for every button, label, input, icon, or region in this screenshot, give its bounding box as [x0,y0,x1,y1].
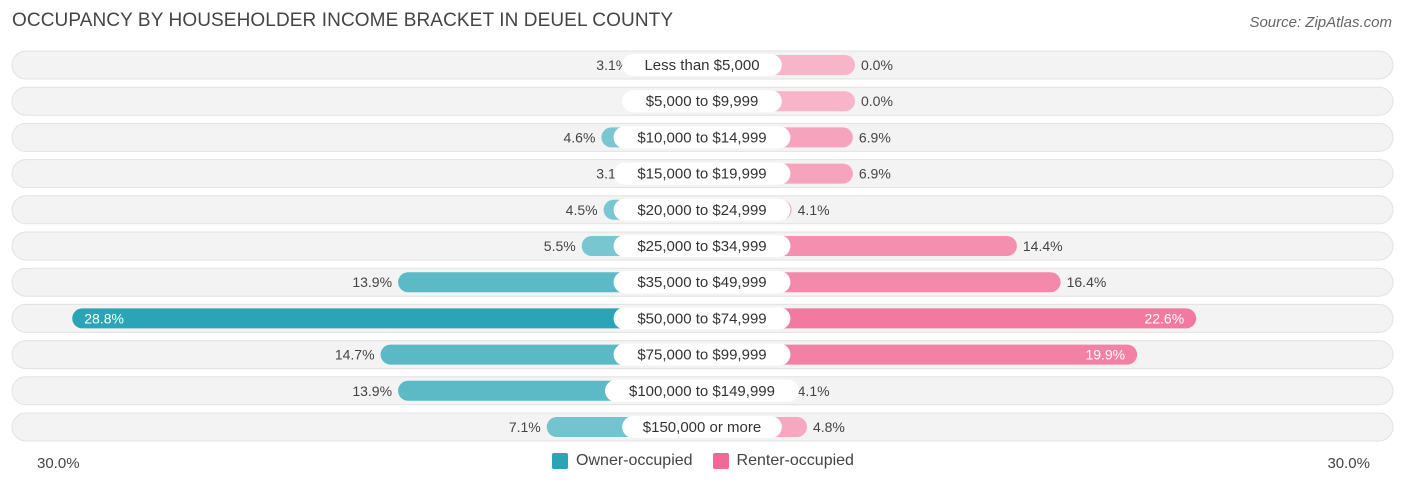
renter-value-label: 6.9% [859,129,891,145]
chart-source: Source: ZipAtlas.com [1249,14,1392,31]
category-pill [613,162,791,185]
category-pill [622,90,782,113]
owner-value-label: 7.1% [509,419,541,435]
category-label: $25,000 to $34,999 [637,238,766,255]
legend-item-renter: Renter-occupied [712,452,854,470]
owner-value-label: 4.5% [566,202,598,218]
renter-value-label: 0.0% [861,93,893,109]
category-pill [613,307,791,330]
category-pill [613,235,791,257]
category-pill [613,343,791,366]
renter-value-label: 22.6% [1144,310,1184,326]
category-label: $20,000 to $24,999 [637,202,766,219]
legend: Owner-occupied Renter-occupied [0,452,1406,470]
category-pill [605,379,799,402]
chart-title: OCCUPANCY BY HOUSEHOLDER INCOME BRACKET … [12,10,674,31]
owner-value-label: 13.9% [352,274,392,290]
category-label: $100,000 to $149,999 [629,383,775,400]
legend-swatch-owner [552,453,569,469]
category-pill [613,126,791,149]
renter-value-label: 14.4% [1023,238,1063,254]
category-pill [622,416,782,438]
owner-value-label: 13.9% [352,383,392,399]
owner-value-label: 28.8% [84,310,124,326]
category-pill [622,54,782,76]
category-label: $35,000 to $49,999 [637,274,766,291]
category-pill [613,198,791,221]
legend-label-owner: Owner-occupied [576,452,693,469]
category-label: Less than $5,000 [644,57,759,74]
category-label: $15,000 to $19,999 [637,166,766,183]
renter-value-label: 16.4% [1067,274,1107,290]
category-label: $50,000 to $74,999 [637,310,766,327]
legend-item-owner: Owner-occupied [552,452,693,470]
category-pill [613,271,791,294]
renter-value-label: 19.9% [1085,347,1125,363]
owner-value-label: 5.5% [544,238,576,254]
renter-value-label: 0.0% [861,57,893,73]
owner-bar [72,308,715,329]
renter-bar [690,308,1197,329]
renter-value-label: 4.8% [813,419,845,435]
renter-value-label: 4.1% [798,202,830,218]
renter-value-label: 6.9% [859,166,891,182]
category-label: $5,000 to $9,999 [646,93,759,110]
axis-right-label: 30.0% [1327,455,1370,472]
legend-label-renter: Renter-occupied [736,452,854,469]
category-label: $10,000 to $14,999 [637,129,766,146]
owner-value-label: 3.1% [596,57,628,73]
axis-left-label: 30.0% [37,455,80,472]
owner-value-label: 14.7% [335,347,375,363]
legend-swatch-renter [712,453,729,469]
category-label: $150,000 or more [643,419,761,436]
owner-value-label: 4.6% [563,129,595,145]
renter-bar [690,344,1138,365]
category-label: $75,000 to $99,999 [637,347,766,364]
renter-value-label: 4.1% [798,383,830,399]
